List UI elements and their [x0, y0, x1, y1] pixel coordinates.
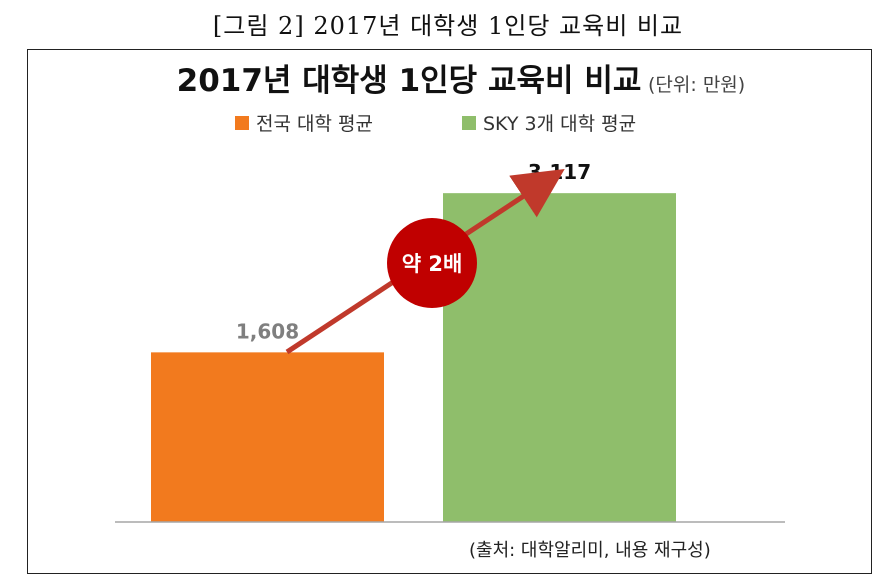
- legend-label-1: 전국 대학 평균: [256, 113, 373, 135]
- bars-group: 1,608 3,117: [151, 160, 676, 522]
- legend-swatch-2: [462, 116, 476, 130]
- legend-label-2: SKY 3개 대학 평균: [483, 113, 636, 135]
- bar-1: [151, 352, 384, 522]
- ratio-badge-text: 약 2배: [402, 252, 463, 276]
- legend: 전국 대학 평균 SKY 3개 대학 평균: [235, 113, 636, 135]
- source-note: (출처: 대학알리미, 내용 재구성): [469, 540, 711, 561]
- figure-caption: [그림 2] 2017년 대학생 1인당 교육비 비교: [212, 12, 684, 40]
- bar-value-label-1: 1,608: [236, 319, 299, 343]
- bar-value-label-2: 3,117: [528, 160, 591, 184]
- bar-2: [443, 193, 676, 522]
- chart-unit: (단위: 만원): [648, 74, 745, 96]
- ratio-badge: 약 2배: [387, 218, 477, 308]
- legend-swatch-1: [235, 116, 249, 130]
- chart-title: 2017년 대학생 1인당 교육비 비교: [177, 63, 642, 99]
